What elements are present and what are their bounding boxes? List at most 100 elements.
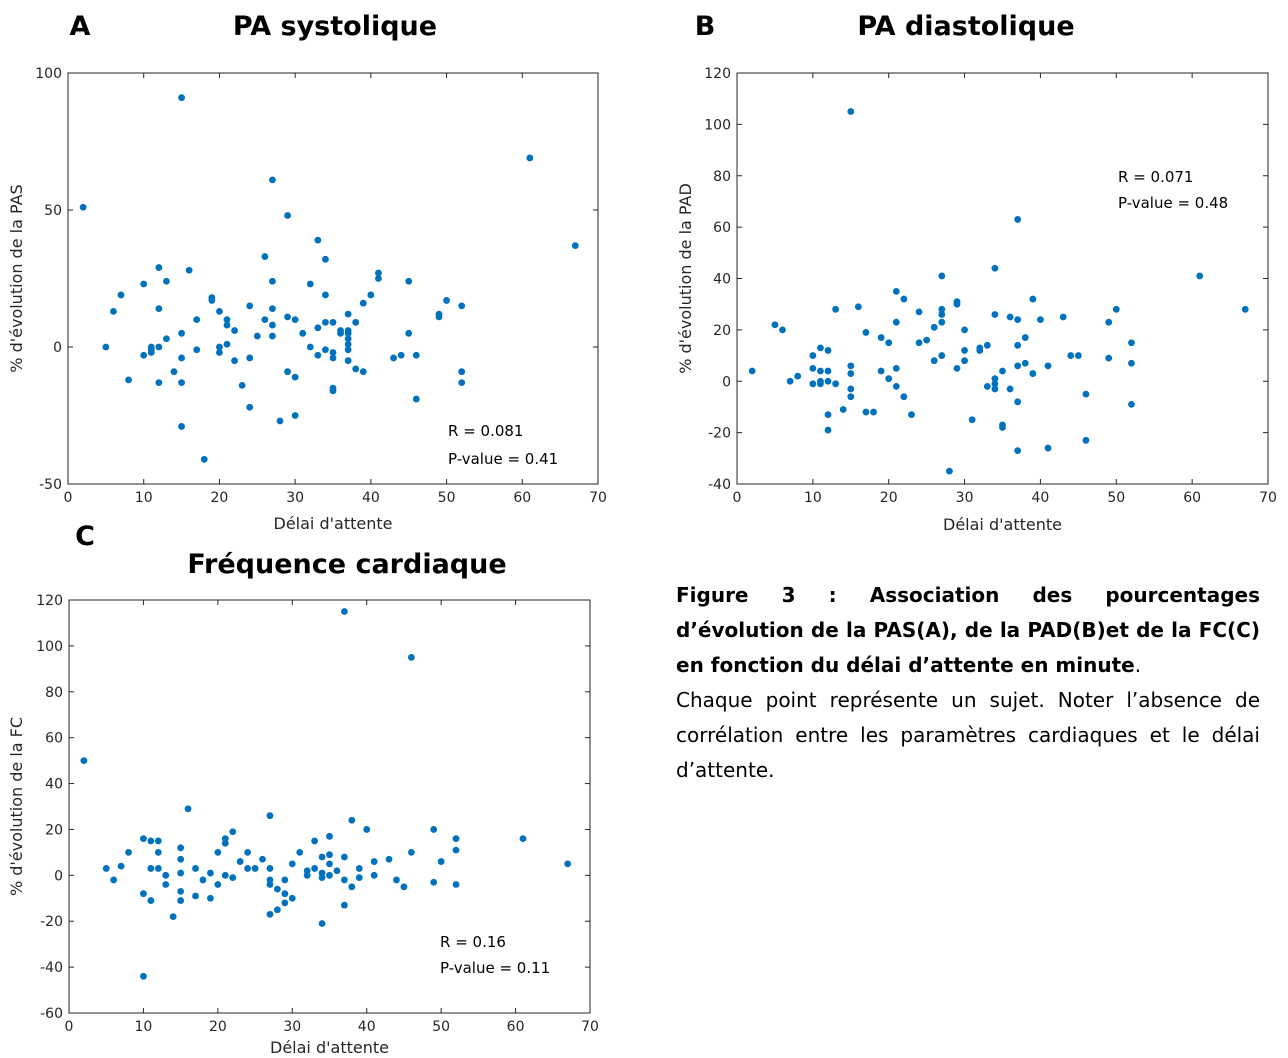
- data-point: [363, 826, 371, 833]
- data-point: [340, 901, 348, 909]
- data-point: [385, 855, 393, 863]
- data-point: [185, 266, 193, 274]
- data-point: [519, 835, 527, 843]
- data-point: [915, 308, 923, 316]
- data-point: [253, 332, 261, 340]
- data-point: [877, 334, 885, 341]
- data-point: [326, 860, 333, 868]
- data-point: [284, 368, 291, 376]
- y-tick-label: 100: [36, 639, 63, 655]
- data-point: [779, 326, 786, 334]
- data-point: [355, 874, 363, 882]
- data-point: [281, 899, 289, 907]
- data-point: [847, 393, 855, 401]
- data-point: [223, 321, 231, 329]
- chart-title-b: PA diastolique: [857, 11, 1074, 42]
- data-point: [177, 844, 185, 852]
- data-point: [1014, 362, 1022, 370]
- y-tick-label: 40: [45, 777, 63, 793]
- data-point: [296, 848, 304, 856]
- x-tick-label: 40: [362, 490, 380, 506]
- chart-title-c: Fréquence cardiaque: [187, 549, 506, 580]
- x-tick-label: 40: [1032, 490, 1050, 506]
- data-point: [140, 835, 147, 843]
- data-point: [244, 865, 252, 872]
- data-point: [223, 340, 231, 348]
- chart-panel-c: C Fréquence cardiaque 0 10 20 30 40 50 60 70 -60…: [7, 525, 599, 1057]
- data-point: [348, 883, 356, 891]
- data-point: [839, 406, 847, 413]
- x-tick-label: 70: [589, 490, 607, 506]
- data-point: [281, 876, 289, 884]
- data-point: [892, 287, 900, 295]
- data-point: [274, 885, 281, 893]
- data-point: [824, 367, 832, 375]
- data-point: [155, 379, 163, 387]
- data-point: [412, 351, 420, 359]
- y-tick-label: -60: [40, 1006, 63, 1022]
- data-point: [885, 375, 893, 383]
- data-point: [564, 860, 572, 868]
- data-point: [900, 393, 908, 401]
- data-point: [208, 294, 216, 302]
- data-point: [1128, 339, 1135, 347]
- data-point: [908, 411, 915, 419]
- data-point: [375, 275, 382, 282]
- data-point: [983, 341, 991, 349]
- data-point: [961, 357, 968, 365]
- y-tick-label: 20: [713, 323, 731, 339]
- data-point: [437, 858, 445, 865]
- data-point: [322, 255, 329, 263]
- data-point: [318, 874, 326, 882]
- data-point: [452, 881, 460, 888]
- data-point: [340, 876, 348, 884]
- data-point: [923, 336, 931, 344]
- data-point: [184, 805, 192, 813]
- data-point: [229, 874, 237, 882]
- data-point: [177, 855, 185, 863]
- data-point: [1044, 444, 1052, 452]
- x-tick-label: 50: [438, 490, 456, 506]
- x-tick-label: 20: [880, 490, 898, 506]
- data-point: [1196, 272, 1204, 280]
- data-point: [1105, 354, 1113, 362]
- data-point: [1014, 216, 1022, 223]
- stat-p-value: P-value = 0.48: [1118, 194, 1228, 212]
- y-axis-label: % d'évolution de la PAS: [7, 184, 26, 372]
- data-point: [177, 887, 185, 895]
- y-axis-label: % d'évolution de la PAD: [676, 183, 695, 374]
- data-point: [930, 357, 938, 365]
- data-point: [1241, 305, 1249, 313]
- y-tick-label: 0: [53, 340, 62, 356]
- x-tick-label: 10: [135, 490, 153, 506]
- data-point: [771, 321, 779, 329]
- y-tick-label: 20: [45, 822, 63, 838]
- data-point: [1059, 313, 1067, 321]
- data-point: [367, 291, 375, 299]
- x-tick-label: 0: [733, 490, 742, 506]
- y-tick-label: -40: [40, 960, 63, 976]
- data-point: [359, 368, 367, 376]
- x-tick-label: 20: [211, 490, 229, 506]
- x-tick-label: 60: [507, 1019, 525, 1035]
- data-point: [311, 865, 319, 872]
- data-point: [266, 812, 274, 820]
- y-tick-label: 100: [704, 117, 731, 133]
- data-point: [147, 865, 155, 872]
- data-point: [862, 329, 870, 336]
- data-point: [236, 858, 244, 865]
- data-point: [352, 365, 360, 373]
- data-point: [177, 869, 185, 877]
- data-point: [269, 176, 276, 184]
- data-point: [1029, 370, 1037, 377]
- data-point: [809, 352, 817, 359]
- data-point: [938, 311, 946, 318]
- data-point: [847, 362, 855, 370]
- data-point: [458, 379, 466, 387]
- data-point: [318, 920, 326, 927]
- data-point: [1082, 436, 1090, 444]
- data-point: [261, 316, 269, 323]
- y-tick-label: -20: [708, 426, 731, 442]
- data-point: [244, 848, 252, 856]
- plot-area-panel-a: [67, 72, 599, 485]
